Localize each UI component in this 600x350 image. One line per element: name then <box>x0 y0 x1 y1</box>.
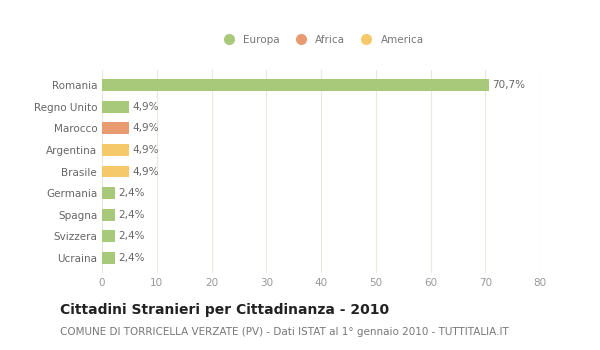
Bar <box>102 187 115 199</box>
Text: 4,9%: 4,9% <box>132 167 158 176</box>
Text: 2,4%: 2,4% <box>118 188 145 198</box>
Text: COMUNE DI TORRICELLA VERZATE (PV) - Dati ISTAT al 1° gennaio 2010 - TUTTITALIA.I: COMUNE DI TORRICELLA VERZATE (PV) - Dati… <box>60 327 509 337</box>
Text: 4,9%: 4,9% <box>132 102 158 112</box>
Text: 2,4%: 2,4% <box>118 210 145 220</box>
Bar <box>102 144 129 156</box>
Bar <box>102 122 129 134</box>
Bar <box>102 230 115 242</box>
Text: Cittadini Stranieri per Cittadinanza - 2010: Cittadini Stranieri per Cittadinanza - 2… <box>60 303 389 317</box>
Text: 4,9%: 4,9% <box>132 123 158 133</box>
Text: 4,9%: 4,9% <box>132 145 158 155</box>
Bar <box>102 166 129 177</box>
Text: 2,4%: 2,4% <box>118 253 145 263</box>
Bar <box>102 101 129 113</box>
Bar <box>102 79 489 91</box>
Legend: Europa, Africa, America: Europa, Africa, America <box>214 30 428 49</box>
Text: 2,4%: 2,4% <box>118 231 145 241</box>
Text: 70,7%: 70,7% <box>493 80 526 90</box>
Bar <box>102 209 115 220</box>
Bar <box>102 252 115 264</box>
